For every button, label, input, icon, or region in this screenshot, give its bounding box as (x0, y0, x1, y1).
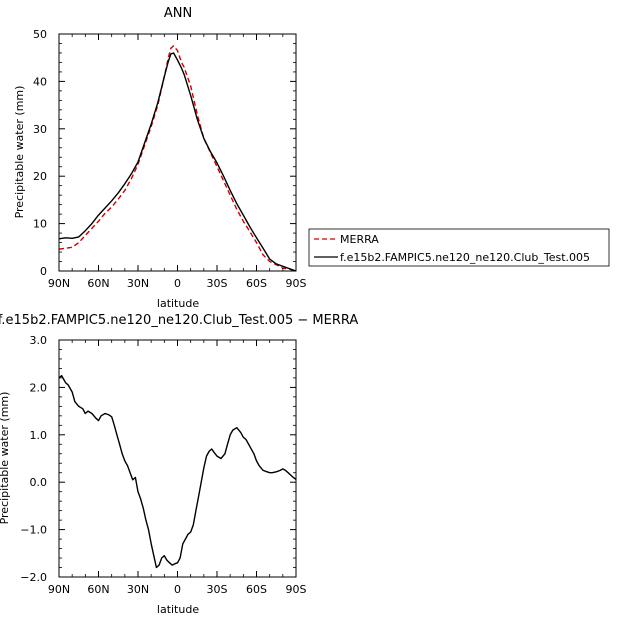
x-tick-label: 90N (48, 583, 70, 596)
panel-difference-xlabel: latitude (157, 603, 199, 616)
panel-difference-ylabel: Precipitable water (mm) (0, 392, 11, 525)
y-tick-label: −2.0 (20, 571, 47, 584)
legend-label-merra: MERRA (340, 233, 379, 246)
y-tick-label: 10 (33, 218, 47, 231)
y-tick-label: 30 (33, 123, 47, 136)
y-tick-label: 2.0 (30, 381, 48, 394)
panel-mean-ylabel: Precipitable water (mm) (13, 86, 26, 219)
panel-mean-frame (58, 33, 297, 272)
x-tick-label: 30S (207, 277, 228, 290)
y-tick-label: 0.0 (30, 476, 48, 489)
panel-mean-ticks-layer: 90N 60N 30N 0 30S 60S 90S 0 10 20 30 40 50 (33, 28, 307, 290)
x-tick-label: 60N (87, 277, 109, 290)
difference-series-line (58, 374, 297, 569)
series-line-f (58, 52, 297, 272)
x-tick-label: 0 (174, 583, 181, 596)
x-tick-label: 90N (48, 277, 70, 290)
panel-mean-title: ANN (164, 6, 192, 21)
y-tick-label: 1.0 (30, 429, 48, 442)
y-tick-label: 3.0 (30, 334, 48, 347)
y-tick-label: −1.0 (20, 524, 47, 537)
x-tick-label: 60N (87, 583, 109, 596)
x-tick-label: 30N (127, 277, 149, 290)
x-tick-label: 60S (246, 277, 267, 290)
panel-mean-series-layer (58, 45, 297, 272)
legend-label-model: f.e15b2.FAMPIC5.ne120_ne120.Club_Test.00… (340, 251, 590, 264)
y-tick-label: 40 (33, 75, 47, 88)
panel-difference-series-layer (58, 374, 297, 569)
legend: MERRA f.e15b2.FAMPIC5.ne120_ne120.Club_T… (308, 228, 610, 267)
panel-difference: f.e15b2.FAMPIC5.ne120_ne120.Club_Test.00… (0, 313, 358, 616)
legend-box (308, 228, 610, 267)
y-tick-label: 50 (33, 28, 47, 41)
panel-mean: ANN 90N 60N 30N 0 30S 60S 90S 0 10 20 30 40 50 Preci… (13, 6, 610, 310)
x-tick-label: 30S (207, 583, 228, 596)
x-tick-label: 30N (127, 583, 149, 596)
x-tick-label: 90S (286, 583, 307, 596)
x-tick-label: 90S (286, 277, 307, 290)
panel-mean-xlabel: latitude (157, 297, 199, 310)
panel-difference-frame (58, 339, 297, 578)
series-line-merra (58, 45, 297, 272)
panel-difference-title: f.e15b2.FAMPIC5.ne120_ne120.Club_Test.00… (0, 313, 358, 328)
y-tick-label: 0 (40, 265, 47, 278)
x-tick-label: 0 (174, 277, 181, 290)
y-tick-label: 20 (33, 170, 47, 183)
x-tick-label: 60S (246, 583, 267, 596)
